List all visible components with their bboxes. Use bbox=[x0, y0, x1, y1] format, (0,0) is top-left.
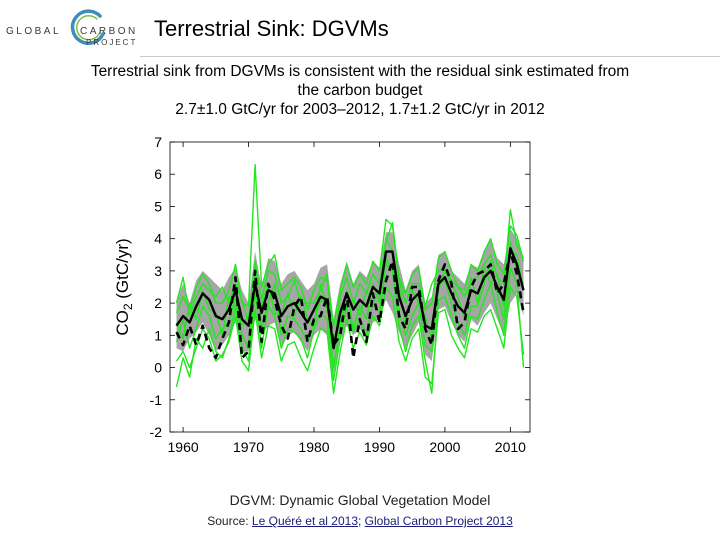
y-tick-label: 6 bbox=[154, 166, 162, 182]
y-tick-label: -1 bbox=[150, 392, 163, 408]
source-link-gcp[interactable]: Global Carbon Project 2013 bbox=[364, 514, 513, 528]
y-axis-label-main: CO bbox=[113, 310, 132, 336]
y-tick-label: 5 bbox=[154, 198, 162, 214]
x-tick-label: 1960 bbox=[168, 439, 199, 455]
y-tick-label: 3 bbox=[154, 263, 162, 279]
dgvm-mean-line bbox=[175, 247, 525, 350]
y-axis-label: CO2 (GtC/yr) bbox=[113, 238, 135, 335]
x-tick-label: 1990 bbox=[364, 439, 395, 455]
dgvm-model-line-3 bbox=[175, 286, 525, 394]
dgvm-model-line-2 bbox=[175, 163, 525, 327]
x-tick-label: 2000 bbox=[429, 439, 460, 455]
y-tick-label: 7 bbox=[154, 134, 162, 150]
subtitle-line-1: Terrestrial sink from DGVMs is consisten… bbox=[90, 63, 630, 80]
subtitle-line-2: the carbon budget bbox=[297, 82, 423, 99]
source-prefix: Source: bbox=[207, 514, 252, 528]
source-link-le-quere[interactable]: Le Quéré et al 2013 bbox=[251, 514, 358, 528]
source-separator: ; bbox=[358, 514, 365, 528]
terrestrial-sink-chart: -2 -1 0 1 2 3 4 5 6 7 1960 1970 1980 1990 2000 2010 CO2 … bbox=[113, 134, 531, 455]
global-carbon-project-logo: GLOBAL CARBON PROJECT bbox=[6, 4, 136, 54]
logo-ring-icon bbox=[70, 9, 105, 45]
dgvm-model-line-1 bbox=[175, 237, 525, 369]
figure-caption: DGVM: Dynamic Global Vegetation Model bbox=[229, 492, 491, 508]
y-tick-label: 2 bbox=[154, 295, 162, 311]
y-tick-label: 0 bbox=[154, 360, 162, 376]
dgvm-model-line-5 bbox=[175, 263, 525, 394]
residual-sink-line bbox=[175, 250, 525, 360]
y-axis-label-subscript: 2 bbox=[121, 303, 135, 310]
page-title: Terrestrial Sink: DGVMs bbox=[154, 16, 389, 41]
subtitle-line-3: 2.7±1.0 GtC/yr for 2003–2012, 1.7±1.2 Gt… bbox=[175, 101, 545, 118]
y-tick-label: 4 bbox=[154, 231, 162, 247]
y-axis-label-unit: (GtC/yr) bbox=[113, 238, 132, 303]
logo-word-global: GLOBAL bbox=[6, 26, 62, 37]
y-tick-label: -2 bbox=[150, 424, 163, 440]
x-tick-label: 2010 bbox=[495, 439, 526, 455]
logo-word-carbon: CARBON bbox=[80, 26, 138, 37]
subtitle: Terrestrial sink from DGVMs is consisten… bbox=[30, 62, 690, 119]
source-line: Source: Le Quéré et al 2013; Global Carb… bbox=[0, 514, 720, 528]
x-tick-label: 1980 bbox=[298, 439, 329, 455]
logo-word-project: PROJECT bbox=[86, 38, 138, 47]
title-divider bbox=[140, 56, 720, 57]
y-tick-label: 1 bbox=[154, 327, 162, 343]
x-tick-label: 1970 bbox=[233, 439, 264, 455]
plot-frame bbox=[169, 141, 531, 433]
